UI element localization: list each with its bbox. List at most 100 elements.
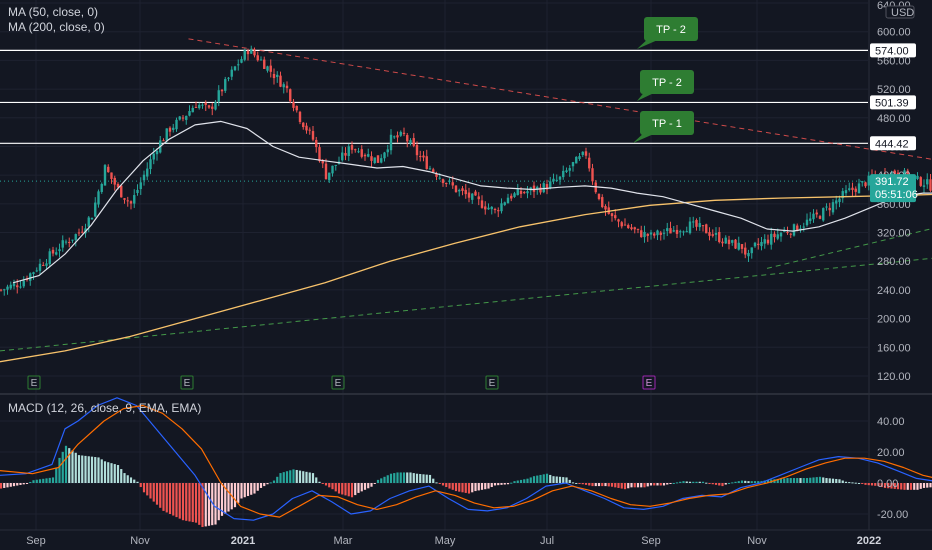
candle-body: [750, 247, 753, 254]
candle-body: [292, 102, 295, 108]
macd-histogram-bar: [838, 479, 841, 483]
macd-histogram-bar: [877, 483, 880, 487]
macd-histogram-bar: [97, 457, 100, 483]
macd-histogram-bar: [123, 473, 126, 483]
macd-histogram-bar: [740, 480, 744, 483]
candle-body: [168, 127, 172, 132]
candle-body: [471, 193, 474, 200]
macd-histogram-bar: [347, 483, 350, 497]
candle-body: [259, 59, 263, 61]
candle-body: [9, 284, 12, 289]
candle-body: [757, 243, 760, 245]
candle-body: [562, 170, 565, 178]
candle-body: [178, 116, 181, 120]
macd-histogram-bar: [542, 474, 545, 483]
candle-body: [484, 206, 487, 210]
time-axis-label: Mar: [334, 535, 353, 547]
macd-legend[interactable]: MACD (12, 26, close, 9, EMA, EMA): [8, 401, 202, 415]
candle-body: [841, 191, 844, 199]
candle-body: [285, 85, 289, 89]
macd-histogram-bar: [48, 477, 51, 483]
candle-body: [649, 232, 653, 235]
macd-histogram-bar: [116, 465, 120, 483]
macd-histogram-bar: [441, 483, 445, 486]
macd-histogram-bar: [493, 483, 497, 486]
macd-histogram-bar: [256, 483, 259, 491]
candle-body: [16, 285, 19, 288]
macd-histogram-bar: [19, 483, 22, 485]
macd-histogram-bar: [181, 483, 185, 521]
macd-histogram-bar: [380, 478, 383, 483]
candle-body: [477, 196, 480, 200]
macd-histogram-bar: [29, 481, 32, 483]
candle-body: [149, 159, 152, 170]
macd-histogram-bar: [861, 483, 864, 484]
candle-body: [318, 147, 321, 162]
macd-histogram-bar: [298, 470, 302, 483]
candle-body: [409, 140, 412, 144]
macd-histogram-bar: [42, 478, 45, 483]
macd-histogram-bar: [500, 483, 503, 485]
macd-histogram-bar: [922, 483, 926, 488]
candle-body: [376, 155, 380, 163]
macd-histogram-bar: [204, 483, 207, 527]
macd-histogram-bar: [649, 483, 653, 486]
time-axis[interactable]: Sep Nov 2021 Mar May Jul Sep Nov 2022: [26, 535, 881, 547]
price-tick-label: 320.00: [877, 228, 911, 240]
candle-body: [334, 164, 337, 166]
macd-histogram-bar: [100, 459, 103, 483]
macd-histogram-bar: [282, 472, 285, 483]
macd-histogram-bar: [549, 474, 552, 483]
candle-body: [347, 146, 350, 156]
candle-body: [763, 239, 766, 244]
ma200-legend[interactable]: MA (200, close, 0): [8, 20, 105, 34]
last-price-label: 391.72: [875, 176, 909, 188]
tp-callout: TP - 2: [637, 17, 698, 49]
macd-histogram-bar: [487, 483, 490, 489]
macd-histogram-bar: [175, 483, 178, 518]
candle-body: [380, 158, 383, 163]
candle-body: [341, 152, 344, 161]
macd-histogram-bar: [246, 483, 250, 497]
macd-tick-label: 40.00: [877, 416, 905, 428]
macd-histogram-bar: [458, 483, 461, 492]
candle-body: [94, 202, 97, 217]
candle-body: [646, 233, 649, 236]
candle-body: [753, 242, 757, 247]
macd-histogram-bar: [526, 478, 529, 483]
ma50-legend[interactable]: MA (50, close, 0): [8, 5, 99, 19]
candle-body: [243, 50, 246, 60]
candle-body: [12, 283, 16, 287]
macd-tick-label: -20.00: [877, 509, 908, 521]
candle-body: [893, 170, 896, 175]
candle-body: [578, 156, 581, 159]
candle-body: [497, 210, 500, 212]
candle-body: [22, 280, 25, 287]
price-grid: [0, 0, 932, 531]
candle-body: [211, 106, 214, 109]
macd-histogram-bar: [399, 472, 402, 483]
candle-body: [516, 189, 519, 196]
macd-histogram-bar: [188, 483, 191, 522]
candle-body: [55, 252, 58, 255]
macd-histogram-bar: [113, 464, 116, 483]
candle-body: [120, 185, 123, 198]
candle-body: [155, 150, 159, 155]
price-axis[interactable]: 600.00560.00520.00480.00440.00400.00360.…: [870, 0, 918, 521]
candle-body: [627, 225, 630, 228]
candle-body: [467, 192, 471, 198]
macd-histogram-bar: [3, 483, 6, 488]
currency-unit: USD: [891, 7, 914, 19]
macd-histogram-bar: [315, 477, 318, 483]
macd-histogram-bar: [324, 483, 328, 486]
countdown-label: 05:51:06: [875, 189, 918, 201]
candle-body: [302, 122, 305, 128]
macd-histogram-bar: [903, 483, 906, 490]
candle-body: [666, 228, 669, 232]
candle-body: [575, 156, 578, 164]
macd-histogram-bar: [305, 471, 308, 483]
macd-histogram-bar: [272, 480, 276, 483]
candle-body: [266, 66, 269, 71]
macd-histogram-bar: [266, 483, 269, 485]
